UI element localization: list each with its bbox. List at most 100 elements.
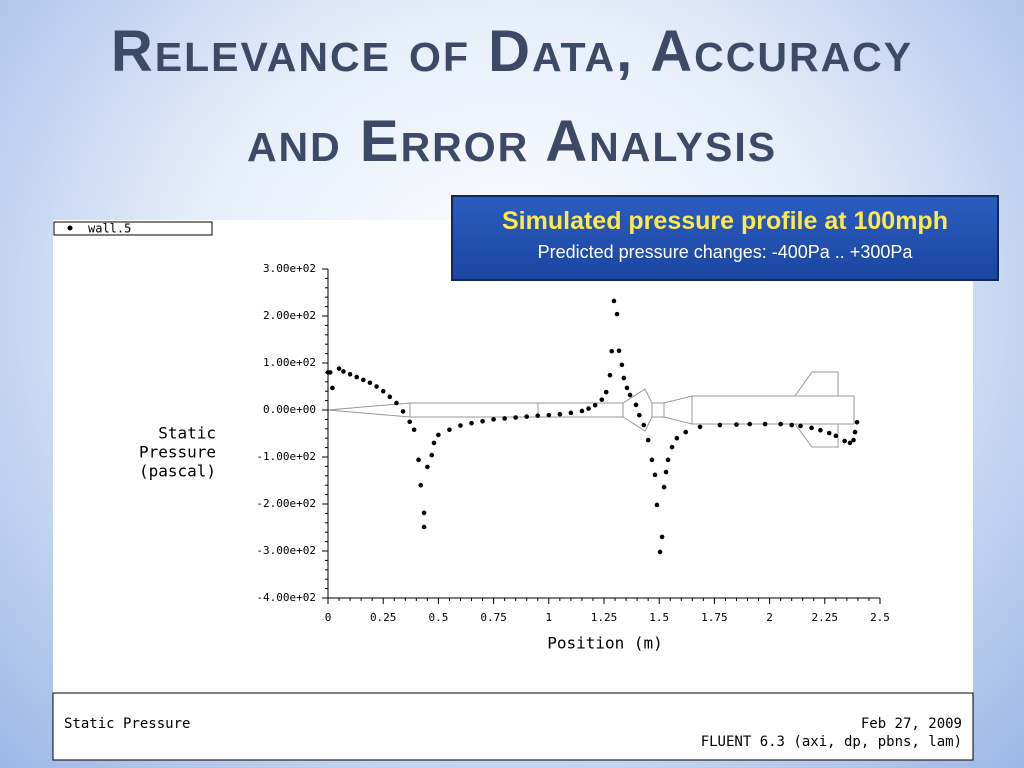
data-point xyxy=(458,423,463,428)
data-point xyxy=(609,348,615,354)
y-axis-label: Static xyxy=(158,424,216,443)
slide-title: and Error Analysis xyxy=(246,109,778,174)
data-point xyxy=(798,423,803,429)
data-point xyxy=(851,437,856,443)
data-point xyxy=(546,412,552,418)
y-tick-label: 1.00e+02 xyxy=(263,356,316,369)
x-tick-label: 2 xyxy=(766,611,773,624)
data-point xyxy=(657,549,663,555)
data-point xyxy=(611,298,617,304)
data-point xyxy=(852,429,858,435)
data-point xyxy=(607,372,613,378)
data-point xyxy=(418,482,424,488)
data-point xyxy=(568,410,574,416)
data-point xyxy=(665,457,671,463)
callout: Simulated pressure profile at 100mph Pre… xyxy=(451,195,999,281)
data-point xyxy=(524,414,530,419)
footer-label: Static Pressure xyxy=(64,716,190,732)
data-point xyxy=(354,374,360,380)
data-point xyxy=(619,362,625,368)
x-tick-label: 2.5 xyxy=(870,611,890,624)
y-tick-label: -1.00e+02 xyxy=(256,450,316,463)
data-point xyxy=(659,534,665,540)
data-point xyxy=(789,422,794,428)
data-point xyxy=(367,380,373,386)
y-axis-label: Pressure xyxy=(139,443,216,462)
data-point xyxy=(833,433,839,439)
x-tick-label: 2.25 xyxy=(812,611,839,624)
data-point xyxy=(347,371,353,377)
data-point xyxy=(826,430,832,436)
data-point xyxy=(637,412,642,418)
data-point xyxy=(663,469,669,475)
data-point xyxy=(411,427,417,433)
y-tick-label: 2.00e+02 xyxy=(263,309,316,322)
data-point xyxy=(641,422,647,428)
y-tick-label: -2.00e+02 xyxy=(256,497,316,510)
y-tick-label: 3.00e+02 xyxy=(263,262,316,275)
data-point xyxy=(327,370,333,375)
data-point xyxy=(336,366,342,371)
data-point xyxy=(717,422,723,428)
x-tick-label: 1.25 xyxy=(591,611,618,624)
data-point xyxy=(674,435,680,441)
data-point xyxy=(652,472,658,478)
data-point xyxy=(421,510,427,516)
data-point xyxy=(407,419,412,425)
data-point xyxy=(747,421,753,427)
y-axis-label: (pascal) xyxy=(139,462,216,481)
data-point xyxy=(380,388,386,394)
data-point xyxy=(624,385,630,391)
data-point xyxy=(778,421,783,427)
data-point xyxy=(469,420,474,426)
data-point xyxy=(627,392,633,398)
data-point xyxy=(491,417,496,422)
data-point xyxy=(429,452,435,458)
data-point xyxy=(669,444,675,450)
data-point xyxy=(535,413,541,418)
data-point xyxy=(603,389,609,395)
y-tick-label: 0.00e+00 xyxy=(263,403,316,416)
data-point xyxy=(842,438,847,444)
data-point xyxy=(387,394,393,400)
data-point xyxy=(683,429,688,435)
legend-label: wall.5 xyxy=(88,222,131,236)
data-point xyxy=(697,424,703,430)
data-point xyxy=(734,422,739,427)
data-point xyxy=(330,385,335,391)
data-point xyxy=(400,409,406,414)
data-point xyxy=(654,502,660,508)
data-point xyxy=(431,440,437,446)
data-point xyxy=(425,464,430,470)
y-tick-label: -4.00e+02 xyxy=(256,591,316,604)
chart-panel xyxy=(53,220,973,760)
x-axis-label: Position (m) xyxy=(547,634,663,653)
data-point xyxy=(645,437,651,443)
data-point xyxy=(447,427,452,433)
footer-box xyxy=(52,692,974,761)
x-tick-label: 0 xyxy=(325,611,332,624)
data-point xyxy=(480,418,485,424)
data-point xyxy=(762,421,768,427)
data-point xyxy=(557,411,563,417)
data-point xyxy=(633,402,639,408)
data-point xyxy=(374,384,379,389)
legend-box xyxy=(53,221,213,236)
callout-text: Predicted pressure changes: -400Pa .. +3… xyxy=(537,242,913,262)
data-point xyxy=(341,369,346,374)
data-point xyxy=(421,524,427,530)
data-point xyxy=(599,397,605,402)
legend-marker xyxy=(67,225,73,231)
x-tick-label: 1.75 xyxy=(701,611,728,624)
data-point xyxy=(847,440,853,446)
data-point xyxy=(649,457,655,463)
data-point xyxy=(614,311,620,317)
data-point xyxy=(586,406,591,411)
data-point xyxy=(621,375,627,381)
slide-title: Relevance of Data, Accuracy xyxy=(110,19,914,84)
data-point xyxy=(579,408,585,414)
data-point xyxy=(513,415,518,420)
data-point xyxy=(818,427,823,433)
